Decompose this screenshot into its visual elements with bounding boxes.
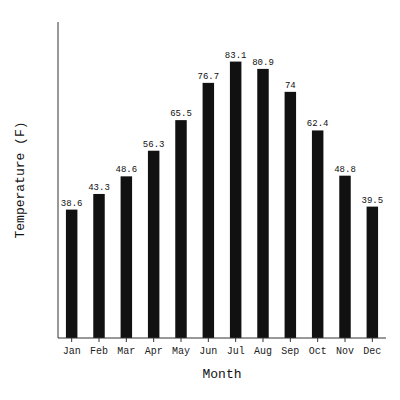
data-label: 62.4 (307, 119, 329, 129)
data-label: 48.6 (116, 165, 138, 175)
x-tick-label: May (172, 346, 190, 357)
data-label: 76.7 (198, 72, 220, 82)
bar (148, 151, 159, 338)
bar (230, 62, 241, 338)
x-axis-label: Month (202, 367, 241, 382)
bar (121, 176, 132, 338)
x-tick (126, 338, 127, 342)
bar (367, 207, 378, 338)
x-tick-label: Sep (281, 346, 299, 357)
bar (257, 69, 268, 338)
x-tick (290, 338, 291, 342)
x-tick-label: Jan (63, 346, 81, 357)
bar (203, 83, 214, 338)
x-tick-label: Jul (227, 346, 245, 357)
data-label: 39.5 (362, 196, 384, 206)
x-tick-label: Dec (363, 346, 381, 357)
x-tick-label: Oct (309, 346, 327, 357)
bar (339, 176, 350, 338)
data-label: 48.8 (334, 165, 356, 175)
data-label: 65.5 (170, 109, 192, 119)
data-label: 43.3 (88, 183, 110, 193)
data-label: 38.6 (61, 199, 83, 209)
data-label: 83.1 (225, 51, 247, 61)
x-tick (153, 338, 154, 342)
x-tick-label: Feb (90, 346, 108, 357)
x-tick-label: Jun (199, 346, 217, 357)
data-label: 74 (285, 81, 296, 91)
x-tick-label: Aug (254, 346, 272, 357)
bar (312, 130, 323, 338)
x-tick (345, 338, 346, 342)
data-label: 80.9 (252, 58, 274, 68)
x-tick-label: Nov (336, 346, 354, 357)
y-axis-label: Temperature (F) (13, 121, 28, 238)
bar (66, 210, 77, 338)
x-tick (317, 338, 318, 342)
x-tick (208, 338, 209, 342)
x-tick (99, 338, 100, 342)
data-label: 56.3 (143, 140, 165, 150)
x-tick (181, 338, 182, 342)
y-axis-line (58, 22, 59, 338)
x-tick (263, 338, 264, 342)
x-tick-label: Mar (117, 346, 135, 357)
x-axis-line (58, 338, 386, 339)
chart: 38.6 43.3 48.6 56.3 65.5 76.7 83.1 80.9 74 62.4 48… (0, 0, 400, 400)
bar (175, 120, 186, 338)
bar (93, 194, 104, 338)
chart-container: 38.6 43.3 48.6 56.3 65.5 76.7 83.1 80.9 74 62.4 48… (0, 0, 400, 400)
x-tick (235, 338, 236, 342)
x-tick-label: Apr (145, 346, 163, 357)
x-tick (71, 338, 72, 342)
bars (66, 62, 378, 338)
bar (285, 92, 296, 338)
x-tick (372, 338, 373, 342)
